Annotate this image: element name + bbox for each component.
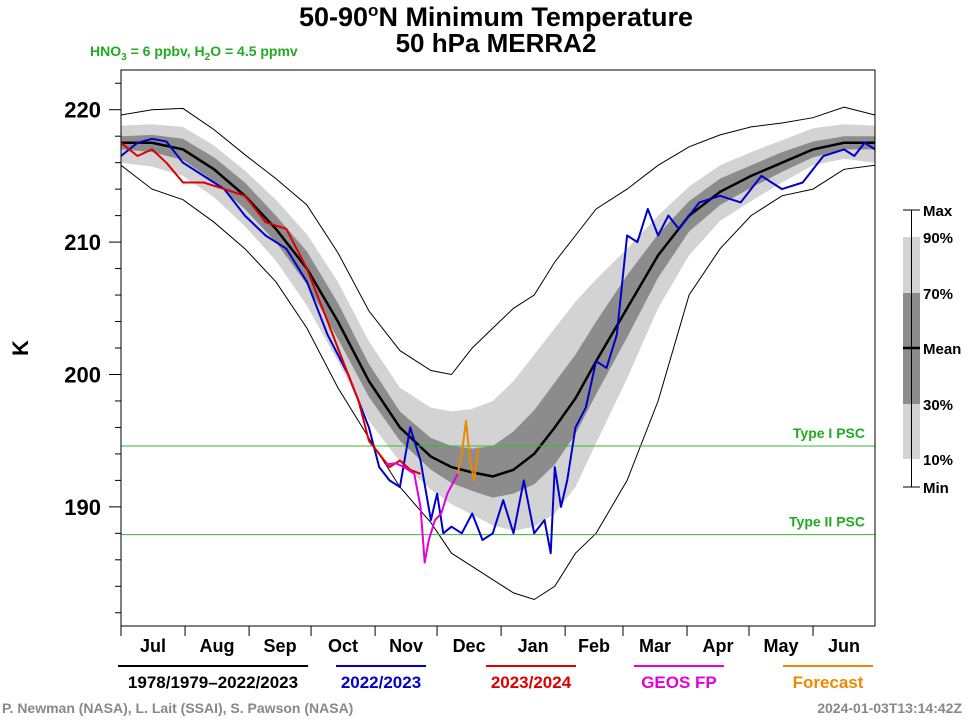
x-month-label: May <box>764 636 799 656</box>
legend-level-label: 90% <box>923 230 953 247</box>
x-month-label: Jul <box>140 636 166 656</box>
title-part: 50-90 <box>299 2 368 32</box>
legend-level-label: Min <box>923 480 949 497</box>
x-month-label: Sep <box>264 636 297 656</box>
x-month-label: Apr <box>703 636 734 656</box>
data-series <box>120 137 876 564</box>
y-tick-label: 210 <box>64 230 101 255</box>
hno3-subscript: 3 <box>121 52 127 63</box>
title-part: N Minimum Temperature <box>378 2 693 32</box>
legend-label: Forecast <box>793 673 864 692</box>
y-tick-label: 190 <box>64 495 101 520</box>
band-30-70 <box>121 134 875 498</box>
series-line <box>120 137 876 555</box>
x-month-label: Dec <box>453 636 486 656</box>
title-degree: o <box>368 1 378 20</box>
x-month-label: Nov <box>389 636 423 656</box>
psc-thresholds: Type I PSC Type II PSC <box>121 425 875 536</box>
chart-title: 50-90oN Minimum Temperature <box>299 1 693 32</box>
percentile-legend: Max 90% 70% Mean 30% 10% Min <box>903 203 961 497</box>
chemistry-annotation: HNO3 = 6 ppbv, H2O = 4.5 ppmv <box>90 43 298 63</box>
legend-level-label: Max <box>923 203 953 220</box>
legend-label: 2022/2023 <box>341 673 421 692</box>
legend-label: 1978/1979–2022/2023 <box>128 673 298 692</box>
x-month-label: Aug <box>200 636 235 656</box>
x-month-label: Jan <box>518 636 549 656</box>
x-month-label: Mar <box>639 636 671 656</box>
series-legend: 1978/1979–2022/2023 2022/2023 2023/2024 GEO… <box>118 665 873 692</box>
legend-level-label: Mean <box>923 341 961 358</box>
chart-subtitle: 50 hPa MERRA2 <box>396 28 597 58</box>
x-month-label: Oct <box>328 636 358 656</box>
threshold-label: Type II PSC <box>789 514 865 530</box>
legend-label: GEOS FP <box>641 673 717 692</box>
threshold-label: Type I PSC <box>793 425 865 441</box>
x-month-label: Feb <box>578 636 610 656</box>
y-tick-label: 220 <box>64 98 101 123</box>
h2o-value: O = 4.5 ppmv <box>210 43 298 59</box>
h2o-subscript: 2 <box>205 52 211 63</box>
legend-level-label: 10% <box>923 452 953 469</box>
credits-text: P. Newman (NASA), L. Lait (SSAI), S. Paw… <box>2 700 353 716</box>
mean-line <box>121 141 875 478</box>
y-tick-label: 200 <box>64 362 101 387</box>
legend-label: 2023/2024 <box>491 673 572 692</box>
legend-level-label: 70% <box>923 286 953 303</box>
max-line <box>120 106 876 376</box>
climatology-lines <box>120 106 876 601</box>
series-line <box>120 142 421 475</box>
series-line <box>456 419 480 482</box>
timestamp-text: 2024-01-03T13:14:42Z <box>817 700 962 716</box>
series-line <box>385 462 459 564</box>
legend-level-label: 30% <box>923 397 953 414</box>
y-axis-label: K <box>8 340 33 356</box>
min-line <box>120 164 876 601</box>
climatology-bands <box>121 124 875 531</box>
x-axis: Jul Aug Sep Oct Nov Dec Jan Feb Mar Apr May Jun <box>120 626 860 656</box>
x-month-label: Jun <box>828 636 860 656</box>
y-axis: 190 200 210 220 <box>64 82 121 614</box>
hno3-value: = 6 ppbv, H <box>127 43 205 59</box>
hno3-text: HNO <box>90 43 121 59</box>
